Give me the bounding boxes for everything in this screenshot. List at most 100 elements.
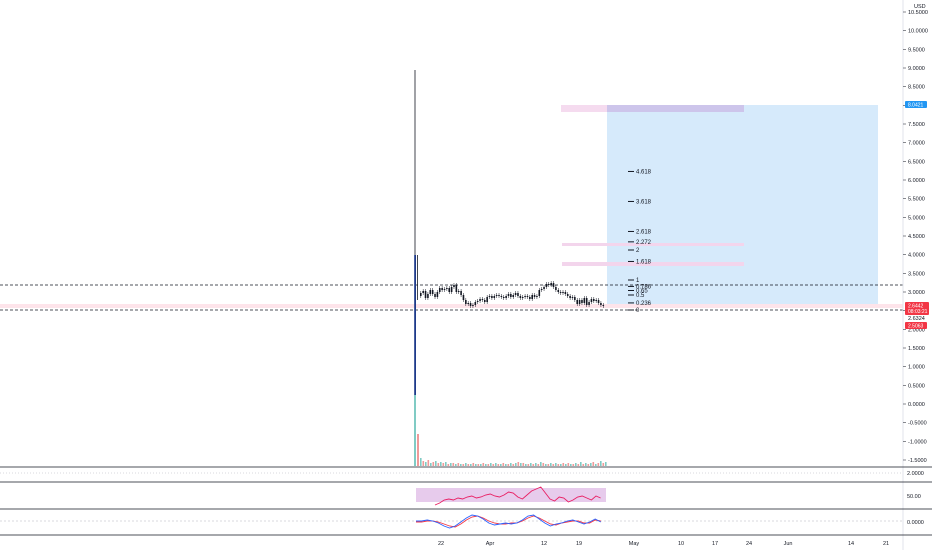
volume-bar <box>430 463 432 466</box>
price-series <box>414 70 605 395</box>
time-tick-label: 14 <box>848 541 854 547</box>
volume-bar <box>470 464 472 466</box>
price-tick-label: 7.0000 <box>908 141 925 147</box>
volume-bar <box>517 462 520 466</box>
target-zone[interactable] <box>607 105 878 306</box>
fib-level-label: 0.786 <box>636 284 652 290</box>
candle-body <box>552 283 555 287</box>
candle-body <box>481 299 484 300</box>
candle-body <box>574 297 576 300</box>
rsi-pane[interactable]: 50.00 <box>416 486 921 506</box>
volume-bar <box>597 463 600 466</box>
macd-pane[interactable]: 0.0000 <box>0 514 924 529</box>
price-tick-label: -0.5000 <box>908 421 927 427</box>
candle-body <box>588 302 590 305</box>
volume-bar <box>457 463 460 466</box>
volume-bar <box>440 462 442 466</box>
price-tick-label: 9.5000 <box>908 47 925 53</box>
price-tick-label: 0.0000 <box>908 402 925 408</box>
price-tick-label: 3.0000 <box>908 290 925 296</box>
zone-2272 <box>562 243 744 246</box>
price-tick-label: 4.5000 <box>908 234 925 240</box>
macd-line <box>416 514 602 529</box>
target-price-label: 8.0421 <box>908 103 924 109</box>
target-zone-band-overlap <box>607 105 744 112</box>
volume-bar <box>507 464 510 466</box>
volume-bar <box>505 464 507 466</box>
time-tick-label: 21 <box>883 541 889 547</box>
volume-bar <box>540 462 542 466</box>
candle-body <box>531 295 533 299</box>
candle-body <box>474 302 477 305</box>
rsi-line <box>434 486 601 506</box>
price-tick-label: 10.0000 <box>908 29 928 35</box>
volume-bar <box>570 464 572 466</box>
candle-body <box>498 295 500 296</box>
volume-bar <box>487 464 490 466</box>
volume-bar <box>542 463 545 466</box>
volume-bar <box>535 463 537 466</box>
macd-axis-label: 0.0000 <box>907 520 924 526</box>
volume-bar <box>532 464 535 466</box>
candle-body <box>571 297 574 298</box>
fib-level-label: 2 <box>636 248 640 254</box>
volume-bars <box>414 395 607 466</box>
volume-bar <box>510 463 512 466</box>
time-tick-label: 24 <box>746 541 752 547</box>
volume-bar <box>450 463 452 466</box>
candle-body <box>576 300 579 304</box>
time-tick-label: 12 <box>541 541 547 547</box>
candle-body <box>543 287 545 289</box>
indicator-pane-1[interactable]: 2.0000 <box>0 471 924 477</box>
volume-bar <box>485 464 487 466</box>
volume-bar <box>515 463 517 466</box>
volume-bar <box>562 463 565 466</box>
candle-body <box>438 288 441 292</box>
volume-bar <box>455 464 457 466</box>
time-axis[interactable]: 22 Apr 12 19 May 10 17 24 Jun 14 21 <box>438 541 889 547</box>
price-tick-label: 3.5000 <box>908 271 925 277</box>
candle-body <box>431 290 434 294</box>
price-tick-label: 5.5000 <box>908 197 925 203</box>
volume-bar <box>425 462 427 466</box>
price-tick-label: 5.0000 <box>908 215 925 221</box>
candle-body <box>514 293 517 295</box>
volume-bar <box>445 462 447 466</box>
volume-bar <box>525 464 527 466</box>
time-tick-label: 22 <box>438 541 444 547</box>
candle-body <box>502 297 505 298</box>
stop-price-label: 2.5063 <box>908 324 924 330</box>
target-price-badge: 8.0421 <box>905 101 927 109</box>
time-tick-label: 17 <box>712 541 718 547</box>
candle-body <box>597 300 600 303</box>
candle-body <box>517 293 519 296</box>
candle-body <box>578 300 581 304</box>
volume-bar <box>427 460 430 466</box>
volume-bar <box>490 463 492 466</box>
price-tick-label: 0.5000 <box>908 383 925 389</box>
volume-bar <box>502 463 505 466</box>
candle-body <box>593 299 595 301</box>
volume-bar <box>522 463 525 466</box>
volume-bar <box>432 462 435 466</box>
volume-bar <box>472 463 475 466</box>
price-tick-label: 2.0000 <box>908 327 925 333</box>
volume-bar <box>580 462 582 466</box>
current-price-badge: 2.6442 08:03:21 <box>905 302 929 315</box>
volume-bar <box>512 464 515 466</box>
current-price-countdown: 08:03:21 <box>908 309 928 315</box>
candle-body <box>488 296 491 297</box>
volume-bar <box>465 463 467 466</box>
price-tick-label: 6.5000 <box>908 159 925 165</box>
volume-bar <box>600 461 602 466</box>
volume-bar <box>417 434 419 466</box>
volume-bar <box>585 463 587 466</box>
candle-body <box>524 296 526 297</box>
candle-body <box>510 294 512 297</box>
fib-level-label: 1.618 <box>636 259 652 265</box>
volume-bar <box>437 463 440 466</box>
candle-body <box>529 297 531 299</box>
candle-body <box>545 284 548 287</box>
